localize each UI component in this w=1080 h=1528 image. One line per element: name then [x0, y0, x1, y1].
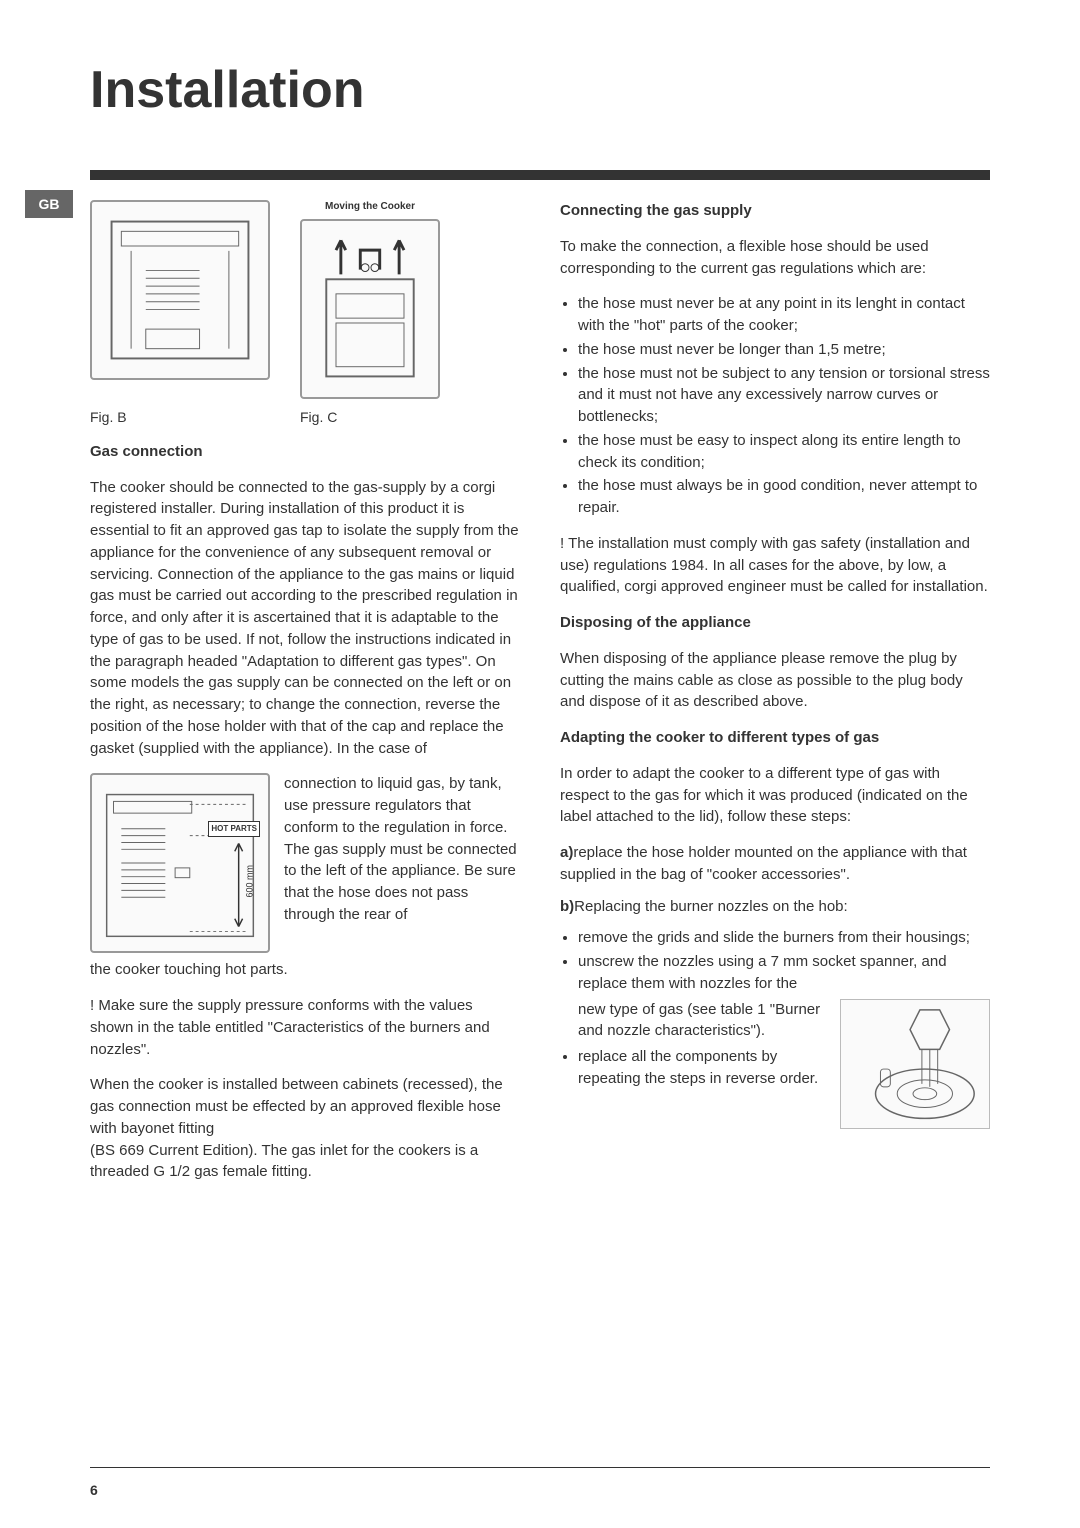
bs669-para: (BS 669 Current Edition). The gas inlet … — [90, 1140, 520, 1184]
list-item: unscrew the nozzles using a 7 mm socket … — [578, 951, 990, 995]
step-b-text: Replacing the burner nozzles on the hob: — [574, 898, 848, 915]
list-item: remove the grids and slide the burners f… — [578, 927, 990, 949]
nozzle-figure-row: new type of gas (see table 1 "Burner and… — [560, 999, 990, 1129]
page-title: Installation — [90, 60, 990, 120]
recessed-install-para: When the cooker is installed between cab… — [90, 1074, 520, 1139]
disposing-heading: Disposing of the appliance — [560, 612, 990, 634]
list-item: the hose must not be subject to any tens… — [578, 363, 990, 428]
hose-requirements-list: the hose must never be at any point in i… — [560, 293, 990, 519]
content-columns: Moving the Cooker Fig. B F — [90, 200, 990, 1197]
page-number: 6 — [90, 1482, 98, 1498]
touching-hot-parts-text: the cooker touching hot parts. — [90, 959, 520, 981]
list-item: the hose must never be at any point in i… — [578, 293, 990, 337]
figure-c-label: Fig. C — [300, 407, 440, 427]
hot-parts-label: HOT PARTS — [208, 821, 260, 837]
gas-connection-paragraph: The cooker should be connected to the ga… — [90, 477, 520, 760]
nozzle-wrap-text: new type of gas (see table 1 "Burner and… — [560, 999, 826, 1104]
region-tag: GB — [25, 190, 73, 218]
nozzle-steps-list: remove the grids and slide the burners f… — [560, 927, 990, 994]
burner-nozzle-figure — [840, 999, 990, 1129]
list-item: replace all the components by repeating … — [578, 1046, 826, 1090]
nozzle-steps-list-cont: replace all the components by repeating … — [560, 1046, 826, 1090]
step-a-text: replace the hose holder mounted on the a… — [560, 844, 967, 883]
list-item: the hose must be easy to inspect along i… — [578, 430, 990, 474]
adapting-heading: Adapting the cooker to different types o… — [560, 727, 990, 749]
hot-parts-diagram-icon — [92, 775, 268, 951]
connecting-intro: To make the connection, a flexible hose … — [560, 236, 990, 280]
adapting-intro: In order to adapt the cooker to a differ… — [560, 763, 990, 828]
nozzle-text-continued: new type of gas (see table 1 "Burner and… — [560, 999, 826, 1043]
disposing-paragraph: When disposing of the appliance please r… — [560, 648, 990, 713]
step-b: b)Replacing the burner nozzles on the ho… — [560, 896, 990, 918]
install-comply-warning: ! The installation must comply with gas … — [560, 533, 990, 598]
liquid-gas-wrap-text: connection to liquid gas, by tank, use p… — [284, 773, 520, 953]
list-item: the hose must never be longer than 1,5 m… — [578, 339, 990, 361]
step-a: a)replace the hose holder mounted on the… — [560, 842, 990, 886]
hot-parts-figure: HOT PARTS 600 mm — [90, 773, 270, 953]
right-column: Connecting the gas supply To make the co… — [560, 200, 990, 1197]
figures-row: Moving the Cooker — [90, 200, 520, 399]
connecting-gas-heading: Connecting the gas supply — [560, 200, 990, 222]
list-item: the hose must always be in good conditio… — [578, 475, 990, 519]
left-column: Moving the Cooker Fig. B F — [90, 200, 520, 1197]
inline-figure-row: HOT PARTS 600 mm connection to liquid ga… — [90, 773, 520, 953]
step-a-letter: a) — [560, 844, 573, 861]
moving-cooker-caption: Moving the Cooker — [300, 200, 440, 215]
figure-b — [90, 200, 270, 380]
step-b-letter: b) — [560, 898, 574, 915]
gas-connection-heading: Gas connection — [90, 441, 520, 463]
moving-cooker-diagram-icon — [302, 221, 438, 396]
supply-pressure-warning: ! Make sure the supply pressure conforms… — [90, 995, 520, 1060]
figure-b-label: Fig. B — [90, 407, 270, 427]
figure-c — [300, 219, 440, 399]
figure-labels-row: Fig. B Fig. C — [90, 407, 520, 427]
header-divider-bar — [90, 170, 990, 180]
burner-nozzle-icon — [841, 1000, 989, 1128]
cooker-side-diagram-icon — [92, 202, 268, 378]
figure-c-wrapper: Moving the Cooker — [300, 200, 440, 399]
dimension-600mm: 600 mm — [244, 865, 257, 898]
footer-divider — [90, 1467, 990, 1468]
